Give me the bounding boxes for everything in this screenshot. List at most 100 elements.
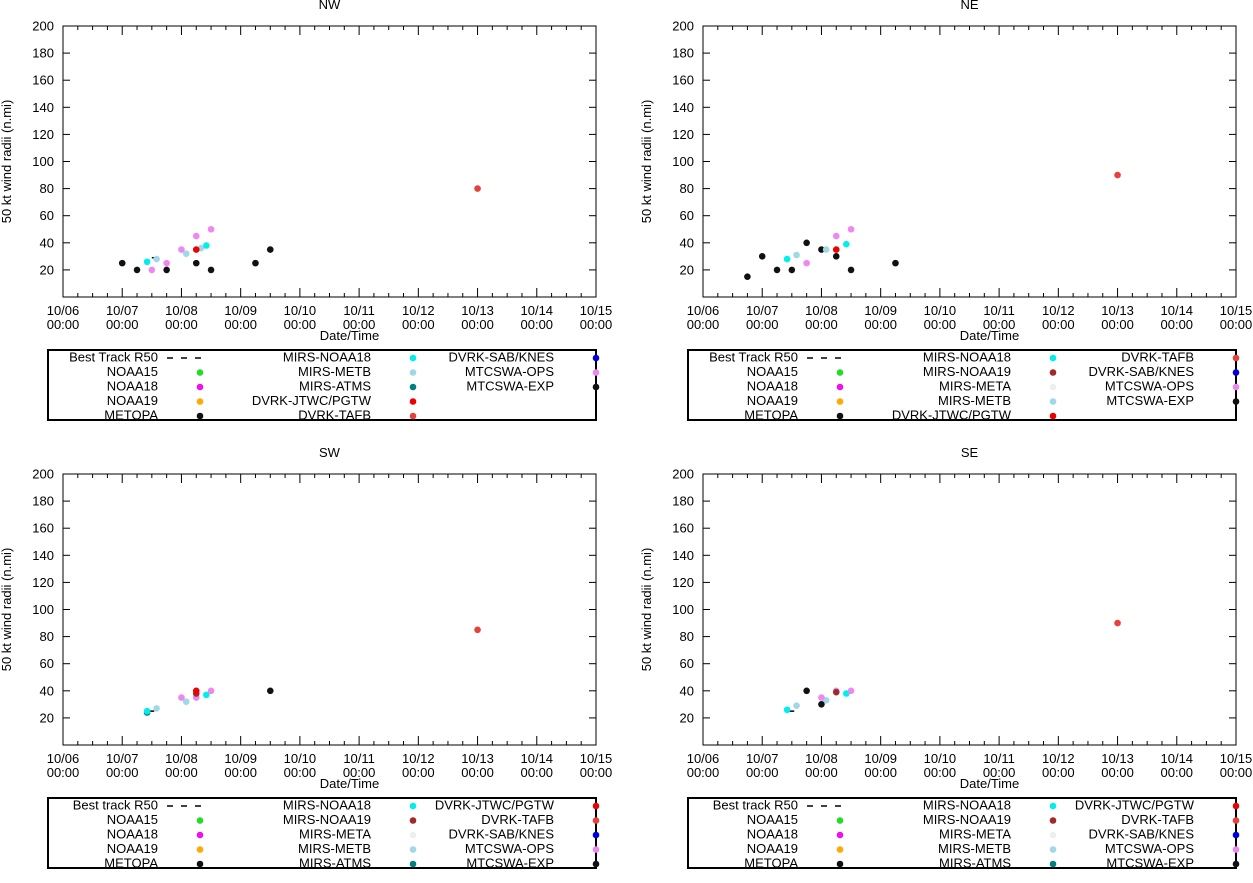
point-dvrk-tafb [1114, 619, 1121, 627]
point-mtcswa-exp [818, 701, 825, 708]
legend-swatch-mirs-noaa19 [409, 817, 417, 824]
y-tick-label: 180 [32, 46, 54, 61]
legend-swatch-noaa15 [196, 817, 204, 824]
legend-swatch-mtcswa-exp [592, 383, 600, 391]
y-tick-label: 60 [680, 208, 694, 223]
x-tick-label-date: 10/09 [864, 751, 897, 766]
y-tick-label: 60 [40, 656, 54, 671]
legend-label-mtcswa-ops: MTCSWA-OPS [465, 364, 554, 379]
legend-swatch-dvrk-sab-knes [1232, 369, 1240, 376]
y-tick-label: 200 [672, 19, 694, 34]
legend-label-mirs-metb: MIRS-METB [298, 841, 371, 856]
plot-frame [62, 25, 597, 298]
x-tick-label-date: 10/11 [343, 303, 375, 318]
legend-label-noaa15: NOAA15 [747, 364, 798, 379]
x-tick-label-time: 00:00 [1042, 765, 1075, 780]
point-mtcswa-ops [847, 225, 855, 233]
legend-swatch-mirs-metb [1049, 846, 1057, 853]
legend-swatch-dvrk-tafb [592, 817, 600, 824]
legend-label-noaa15: NOAA15 [107, 812, 158, 827]
y-axis-label: 50 kt wind radii (n.mi) [639, 100, 654, 224]
x-tick-label-date: 10/08 [165, 751, 198, 766]
x-tick-label-time: 00:00 [1161, 317, 1194, 332]
legend-swatch-metopa [196, 412, 204, 420]
y-tick-label: 160 [32, 73, 54, 88]
legend-label-mtcswa-ops: MTCSWA-OPS [465, 841, 554, 856]
x-axis-label: Date/Time [960, 776, 1019, 791]
legend-swatch-mirs-noaa18 [409, 802, 417, 810]
chart-panel-sw: SW 20 40 60 80 100 120 140 160 180 200 10/06 00:00 10… [0, 445, 620, 883]
y-tick-label: 180 [672, 494, 694, 509]
x-tick-label-date: 10/14 [1161, 303, 1194, 318]
legend-label-metopa: METOPA [104, 856, 158, 871]
point-dvrk-tafb [474, 626, 481, 634]
point-mtcswa-exp [847, 266, 855, 274]
point-mirs-noaa18 [783, 255, 791, 263]
x-tick-label-date: 10/11 [343, 751, 375, 766]
y-tick-label: 100 [672, 154, 694, 169]
y-tick-label: 20 [680, 710, 694, 725]
legend-swatch-mirs-noaa19 [1049, 369, 1057, 376]
x-tick-label-date: 10/12 [402, 751, 435, 766]
legend-swatch-noaa19 [196, 398, 204, 405]
y-tick-label: 180 [32, 494, 54, 509]
x-tick-label-time: 00:00 [746, 765, 779, 780]
legend-swatch-metopa [196, 860, 204, 868]
x-tick-label-time: 00:00 [580, 765, 613, 780]
point-mirs-metb [822, 246, 830, 253]
legend-label-noaa18: NOAA18 [747, 827, 798, 842]
point-mtcswa-exp [207, 266, 215, 274]
legend-label-mtcswa-ops: MTCSWA-OPS [1105, 379, 1194, 394]
legend-label-best-track-r50: Best track R50 [73, 798, 158, 813]
x-tick-label-date: 10/15 [1220, 751, 1253, 766]
legend-swatch-mirs-metb [1049, 398, 1057, 405]
legend-swatch-mtcswa-ops [1232, 846, 1240, 853]
legend-swatch-noaa19 [836, 398, 844, 405]
legend-swatch-noaa18 [196, 831, 204, 839]
point-mtcswa-exp [832, 253, 840, 260]
legend-label-noaa18: NOAA18 [107, 379, 158, 394]
point-mtcswa-ops [803, 259, 810, 267]
legend-swatch-mirs-noaa18 [409, 354, 417, 362]
legend-label-mirs-meta: MIRS-META [299, 827, 371, 842]
y-tick-label: 140 [32, 100, 54, 115]
y-tick-label: 60 [40, 208, 54, 223]
legend-label-noaa18: NOAA18 [747, 379, 798, 394]
legend-box [47, 797, 597, 869]
point-mtcswa-ops [818, 694, 825, 701]
legend-label-metopa: METOPA [744, 408, 798, 423]
x-tick-label-time: 00:00 [1220, 317, 1253, 332]
x-tick-label-time: 00:00 [402, 765, 435, 780]
x-tick-label-date: 10/14 [1161, 751, 1194, 766]
x-tick-label-date: 10/08 [805, 751, 838, 766]
legend-label-best-track-r50: Best track R50 [713, 798, 798, 813]
chart-svg-ne: NE2040608010012014016018020010/0600:0010… [639, 0, 1253, 423]
legend-label-dvrk-tafb: DVRK-TAFB [481, 812, 554, 827]
legend-swatch-dvrk-tafb [1232, 354, 1240, 362]
point-mirs-metb [182, 250, 190, 257]
x-tick-label-date: 10/06 [687, 751, 720, 766]
point-mirs-metb [182, 698, 190, 705]
point-mtcswa-exp [133, 266, 141, 274]
x-tick-label-date: 10/08 [165, 303, 198, 318]
x-tick-label-date: 10/13 [461, 303, 494, 318]
x-tick-label-date: 10/10 [284, 303, 317, 318]
y-axis-label: 50 kt wind radii (n.mi) [0, 100, 14, 224]
legend-swatch-mirs-noaa18 [1049, 354, 1057, 362]
x-tick-label-time: 00:00 [983, 765, 1016, 780]
legend-label-mtcswa-exp: MTCSWA-EXP [1106, 856, 1194, 871]
x-tick-label-date: 10/10 [284, 751, 317, 766]
point-mirs-noaa18 [143, 707, 151, 715]
x-tick-label-time: 00:00 [165, 765, 198, 780]
x-tick-label-time: 00:00 [1042, 317, 1075, 332]
y-axis-label: 50 kt wind radii (n.mi) [639, 548, 654, 672]
legend-swatch-metopa [836, 412, 844, 420]
x-tick-label-time: 00:00 [864, 317, 897, 332]
legend-label-mirs-noaa18: MIRS-NOAA18 [923, 798, 1011, 813]
legend-label-mirs-noaa19: MIRS-NOAA19 [283, 812, 371, 827]
legend-swatch-noaa15 [196, 369, 204, 376]
x-tick-label-time: 00:00 [1161, 765, 1194, 780]
x-tick-label-date: 10/11 [983, 751, 1015, 766]
x-tick-label-time: 00:00 [521, 765, 554, 780]
point-dvrk-jtwc-pgtw [832, 246, 840, 253]
